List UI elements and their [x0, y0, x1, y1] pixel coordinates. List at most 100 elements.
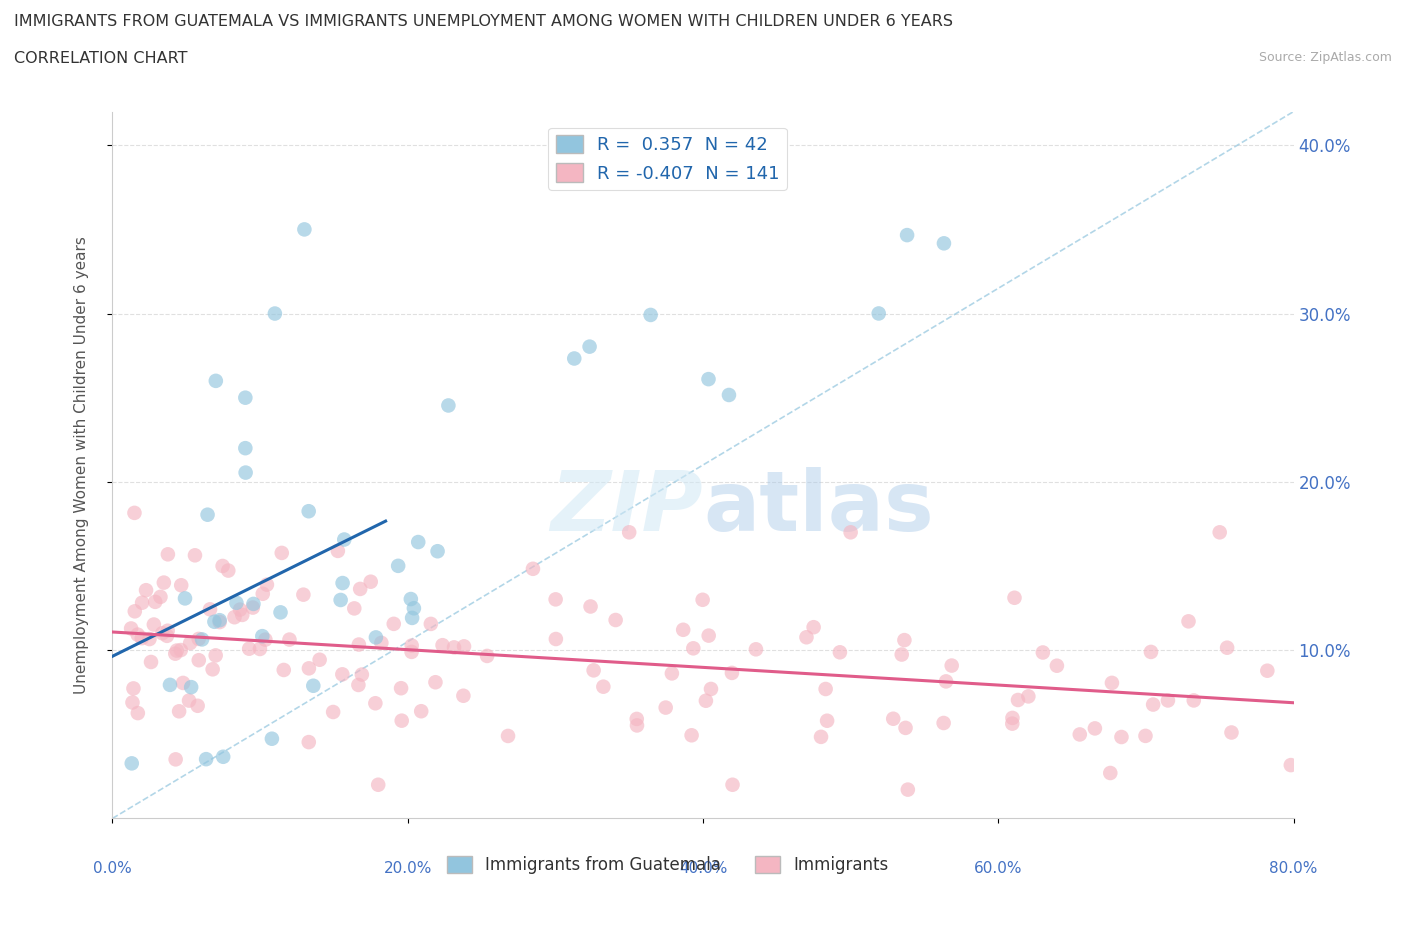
Point [401, 644, 423, 659]
Point [1069, 727, 1091, 742]
Point [139, 655, 162, 670]
Point [544, 591, 567, 606]
Point [198, 602, 221, 617]
Text: 20.0%: 20.0% [384, 861, 432, 876]
Point [201, 662, 224, 677]
Point [170, 578, 193, 592]
Point [890, 647, 912, 662]
Point [135, 583, 157, 598]
Point [121, 695, 143, 710]
Point [1046, 658, 1069, 673]
Point [578, 339, 600, 354]
Point [233, 441, 256, 456]
Point [579, 599, 602, 614]
Point [700, 682, 723, 697]
Point [592, 679, 614, 694]
Point [1004, 591, 1026, 605]
Point [391, 713, 413, 728]
Text: 60.0%: 60.0% [974, 861, 1022, 876]
Point [364, 630, 387, 644]
Point [211, 559, 233, 574]
Point [350, 667, 373, 682]
Point [270, 604, 292, 619]
Point [815, 713, 838, 728]
Point [1256, 663, 1278, 678]
Point [292, 587, 315, 602]
Point [204, 648, 226, 663]
Point [935, 674, 957, 689]
Point [692, 592, 714, 607]
Point [1007, 693, 1029, 708]
Point [406, 535, 429, 550]
Point [582, 663, 605, 678]
Point [402, 601, 425, 616]
Point [347, 637, 370, 652]
Point [347, 678, 370, 693]
Point [399, 591, 422, 606]
Point [721, 777, 744, 792]
Point [475, 648, 498, 663]
Point [1208, 525, 1232, 539]
Point [273, 662, 295, 677]
Point [332, 576, 354, 591]
Point [1001, 711, 1024, 725]
Point [131, 595, 153, 610]
Point [387, 558, 409, 573]
Point [235, 465, 257, 480]
Point [426, 544, 449, 559]
Point [364, 696, 387, 711]
Point [131, 631, 153, 645]
Point [149, 590, 172, 604]
Point [174, 591, 197, 605]
Point [894, 721, 917, 736]
Point [231, 607, 253, 622]
Point [896, 228, 918, 243]
Point [252, 629, 274, 644]
Point [170, 643, 193, 658]
Point [425, 675, 447, 690]
Point [717, 388, 740, 403]
Point [127, 627, 149, 642]
Point [270, 546, 292, 561]
Point [225, 595, 247, 610]
Point [544, 631, 567, 646]
Point [278, 632, 301, 647]
Point [697, 372, 720, 387]
Point [1135, 728, 1157, 743]
Text: atlas: atlas [703, 467, 934, 548]
Point [249, 642, 271, 657]
Point [382, 617, 405, 631]
Point [419, 617, 441, 631]
Point [202, 615, 225, 630]
Point [329, 592, 352, 607]
Text: 80.0%: 80.0% [1270, 861, 1317, 876]
Point [839, 525, 862, 539]
Point [124, 604, 146, 618]
Point [254, 632, 277, 647]
Point [208, 613, 231, 628]
Point [349, 581, 371, 596]
Point [360, 574, 382, 589]
Point [810, 729, 832, 744]
Point [1111, 729, 1133, 744]
Point [828, 644, 851, 659]
Point [121, 756, 143, 771]
Point [242, 596, 264, 611]
Point [326, 543, 349, 558]
Point [619, 525, 641, 539]
Point [411, 704, 433, 719]
Point [432, 638, 454, 653]
Point [522, 562, 544, 577]
Point [697, 628, 720, 643]
Point [242, 600, 264, 615]
Point [1101, 675, 1123, 690]
Point [224, 610, 246, 625]
Point [212, 750, 235, 764]
Point [496, 728, 519, 743]
Point [172, 675, 194, 690]
Point [370, 635, 392, 650]
Point [187, 653, 209, 668]
Point [1140, 644, 1163, 659]
Point [640, 308, 662, 323]
Point [322, 705, 344, 720]
